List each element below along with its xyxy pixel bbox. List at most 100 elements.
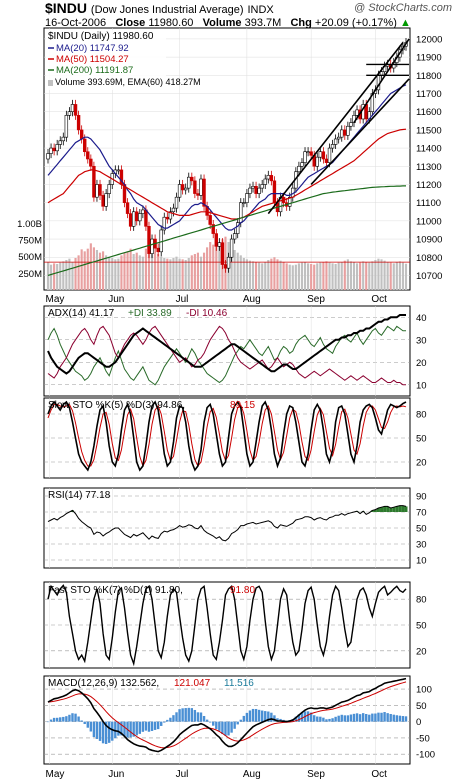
- macd-signal-line: [47, 681, 407, 749]
- macd-histogram-bar: [260, 710, 264, 722]
- candle-body: [208, 215, 212, 225]
- candle-body: [147, 226, 151, 254]
- macd-histogram-bar: [175, 712, 178, 722]
- trendline: [353, 38, 410, 124]
- trendline: [310, 78, 410, 186]
- indicator-tick-label: 0: [416, 717, 421, 728]
- macd-hist-label: 11.516: [224, 678, 254, 689]
- candle-body: [58, 140, 62, 145]
- candle-body: [220, 242, 225, 265]
- volume-bar: [144, 248, 147, 290]
- candle-body: [135, 211, 139, 222]
- macd-panel: [43, 675, 411, 765]
- macd-histogram-bar: [46, 721, 50, 723]
- volume-bar: [129, 248, 132, 290]
- macd-histogram-bar: [380, 712, 383, 722]
- macd-histogram-bar: [55, 717, 59, 722]
- macd-histogram-bar: [331, 718, 334, 722]
- macd-histogram-bar: [404, 716, 408, 722]
- macd-histogram-bar: [117, 721, 120, 736]
- candle-body: [263, 178, 267, 185]
- volume-bar: [74, 258, 77, 290]
- macd-histogram-bar: [352, 713, 356, 722]
- macd-histogram-bar: [224, 721, 227, 736]
- volume-tick-label: 250M: [18, 269, 42, 280]
- volume-bar: [49, 264, 53, 290]
- volume-bar: [349, 261, 352, 290]
- price-tick-label: 11600: [416, 107, 442, 118]
- volume-bar: [383, 260, 386, 290]
- indicator-tick-label: 10: [416, 556, 427, 567]
- candle-body: [330, 144, 335, 149]
- candle-body: [217, 242, 222, 247]
- macd-histogram-bar: [248, 710, 252, 722]
- candle-body: [239, 202, 243, 223]
- macd-histogram-bar: [371, 713, 374, 722]
- candle-body: [245, 193, 249, 203]
- macd-histogram-bar: [254, 708, 258, 722]
- indicator-tick-label: 100: [416, 685, 432, 696]
- volume-bar: [68, 258, 71, 290]
- candle-body: [202, 178, 206, 207]
- candle-body: [248, 187, 252, 194]
- candle-body: [138, 213, 142, 222]
- candle-body: [349, 122, 353, 127]
- price-tick-label: 11800: [416, 71, 442, 82]
- candle-body: [177, 184, 182, 198]
- candle-body: [159, 229, 163, 253]
- volume-bar: [175, 256, 178, 290]
- volume-bar: [169, 259, 172, 290]
- volume-bar: [157, 254, 160, 290]
- candle-body: [229, 238, 234, 258]
- watermark[interactable]: @ StockCharts.com: [354, 2, 452, 14]
- volume-bar: [86, 248, 89, 290]
- candle-body: [49, 147, 53, 154]
- macd-histogram-bar: [196, 712, 200, 722]
- volume-bar: [108, 256, 111, 290]
- ma200-line: [47, 185, 406, 276]
- volume-bar: [386, 262, 389, 290]
- macd-histogram-bar: [166, 719, 169, 722]
- candle-body: [214, 233, 218, 247]
- volume-bar: [89, 243, 92, 290]
- chart-header: $INDU (Dow Jones Industrial Average) IND…: [0, 0, 460, 40]
- macd-histogram-bar: [218, 721, 221, 731]
- macd-histogram-bar: [156, 721, 160, 730]
- candle-body: [86, 151, 90, 160]
- candle-body: [76, 115, 81, 131]
- ma50-line: [47, 128, 407, 220]
- volume-bar: [239, 255, 242, 290]
- month-label: Jul: [176, 769, 189, 780]
- candle-body: [46, 153, 50, 160]
- volume-bar: [362, 261, 365, 290]
- quote-line: 16-Oct-2006 Close 11980.60 Volume 393.7M…: [45, 17, 411, 29]
- macd-histogram-bar: [392, 714, 395, 722]
- volume-bar: [279, 260, 282, 290]
- macd-histogram-bar: [62, 716, 65, 722]
- indicator-tick-label: 20: [416, 358, 427, 369]
- volume-bar: [270, 258, 273, 290]
- volume-bar: [236, 252, 239, 290]
- macd-histogram-bar: [98, 721, 102, 741]
- macd-histogram-bar: [270, 712, 273, 722]
- candle-body: [61, 136, 65, 142]
- macd-histogram-bar: [193, 709, 197, 722]
- volume-bar: [92, 247, 95, 290]
- slow-sto-d-label: 89.15: [230, 400, 255, 411]
- macd-histogram-bar: [111, 721, 114, 741]
- volume-bar: [190, 255, 193, 290]
- month-label: Sep: [307, 294, 325, 305]
- candle-body: [168, 211, 173, 220]
- indicator-tick-label: 20: [416, 646, 427, 657]
- volume-bar: [377, 258, 380, 290]
- macd-histogram-bar: [242, 715, 246, 722]
- macd-histogram-bar: [389, 713, 392, 722]
- macd-histogram-bar: [114, 721, 117, 739]
- volume-bar: [322, 262, 325, 290]
- volume-bar: [196, 252, 200, 290]
- candle-body: [340, 129, 344, 138]
- volume-bar: [398, 261, 401, 290]
- price-tick-label: 10700: [416, 271, 442, 282]
- macd-histogram-bar: [377, 712, 380, 722]
- macd-histogram-bar: [49, 719, 53, 722]
